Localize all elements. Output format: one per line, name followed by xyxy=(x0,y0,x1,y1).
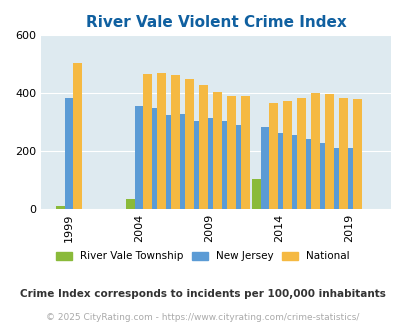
Bar xyxy=(338,98,347,209)
Bar xyxy=(182,199,190,209)
Legend: River Vale Township, New Jersey, National: River Vale Township, New Jersey, Nationa… xyxy=(52,247,353,265)
Bar xyxy=(344,148,352,209)
Bar xyxy=(274,133,283,209)
Bar xyxy=(56,206,65,209)
Bar xyxy=(227,96,235,209)
Bar xyxy=(330,148,338,209)
Text: Crime Index corresponds to incidents per 100,000 inhabitants: Crime Index corresponds to incidents per… xyxy=(20,289,385,299)
Bar xyxy=(176,114,185,209)
Bar xyxy=(210,199,218,209)
Bar xyxy=(218,121,227,209)
Bar xyxy=(190,121,199,209)
Bar xyxy=(322,206,330,209)
Bar xyxy=(269,103,277,209)
Bar xyxy=(308,206,316,209)
Bar xyxy=(171,75,179,209)
Bar xyxy=(302,139,310,209)
Bar xyxy=(266,205,274,209)
Bar xyxy=(252,179,260,209)
Bar xyxy=(73,63,81,209)
Bar xyxy=(143,74,151,209)
Bar xyxy=(204,118,213,209)
Bar xyxy=(168,199,176,209)
Bar xyxy=(241,96,249,209)
Bar xyxy=(162,115,171,209)
Bar xyxy=(283,101,291,209)
Bar xyxy=(65,98,73,209)
Bar xyxy=(70,206,79,209)
Bar xyxy=(134,106,143,209)
Bar xyxy=(140,195,148,209)
Bar xyxy=(310,93,319,209)
Bar xyxy=(288,135,296,209)
Bar xyxy=(157,73,165,209)
Bar xyxy=(352,99,361,209)
Bar xyxy=(213,92,221,209)
Bar xyxy=(316,143,324,209)
Text: © 2025 CityRating.com - https://www.cityrating.com/crime-statistics/: © 2025 CityRating.com - https://www.city… xyxy=(46,313,359,322)
Bar xyxy=(148,108,157,209)
Bar xyxy=(154,195,162,209)
Bar xyxy=(296,98,305,209)
Bar xyxy=(185,79,193,209)
Title: River Vale Violent Crime Index: River Vale Violent Crime Index xyxy=(85,15,345,30)
Bar xyxy=(260,127,269,209)
Bar xyxy=(199,85,207,209)
Bar xyxy=(232,125,241,209)
Bar xyxy=(126,199,134,209)
Bar xyxy=(324,94,333,209)
